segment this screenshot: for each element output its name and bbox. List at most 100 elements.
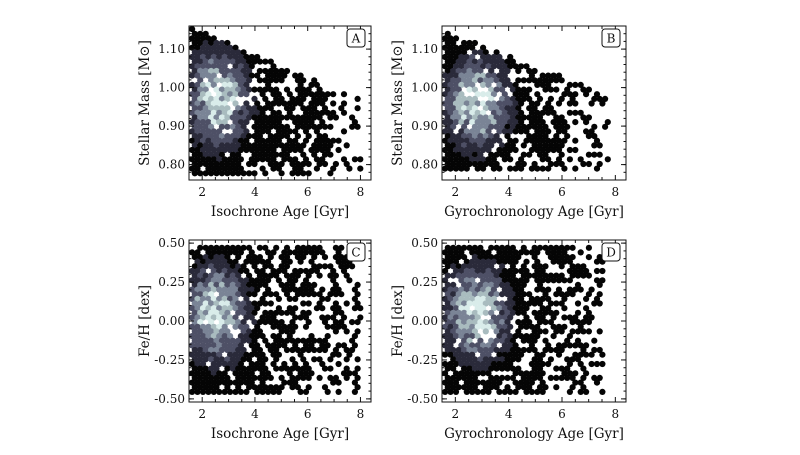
hexbin-cell <box>499 346 506 354</box>
hexbin-cell <box>461 281 468 288</box>
hexbin-cell <box>550 119 557 126</box>
hexbin-cell <box>278 67 285 75</box>
hexbin-cell <box>458 128 465 135</box>
hexbin-cell <box>194 128 201 135</box>
hexbin-cell <box>343 142 350 149</box>
hexbin-cell <box>580 346 587 354</box>
hexbin-cell <box>458 342 465 349</box>
hexbin-cell <box>531 123 538 130</box>
hexbin-cell <box>262 374 269 381</box>
hexbin-cell <box>248 333 255 340</box>
hexbin-cell <box>218 170 225 177</box>
hexbin-cell <box>224 300 231 307</box>
hexbin-cell <box>547 374 555 381</box>
hexbin-cell <box>499 374 506 381</box>
hexbin-cell <box>461 374 468 381</box>
hexbin-cell <box>283 346 291 354</box>
hexbin-cell <box>205 44 212 51</box>
hexbin-cell <box>254 277 261 284</box>
hexbin-cell <box>493 356 500 363</box>
hexbin-cell <box>485 286 492 293</box>
hexbin-cell <box>229 300 236 307</box>
hexbin-cell <box>452 146 460 154</box>
hexbin-cell <box>194 323 201 330</box>
hexbin-cell <box>450 86 457 93</box>
hexbin-cell <box>477 291 484 298</box>
hexbin-cell <box>227 109 234 116</box>
hexbin-cell <box>477 263 484 270</box>
hexbin-cell <box>558 142 565 149</box>
hexbin-cell <box>265 128 272 135</box>
hexbin-cell <box>216 165 223 172</box>
hexbin-cell <box>262 272 269 279</box>
hexbin-cell <box>583 388 590 395</box>
hexbin-cell <box>550 258 557 265</box>
hexbin-cell <box>308 109 315 116</box>
hexbin-cell <box>447 156 454 163</box>
hexbin-cell <box>197 105 204 112</box>
hexbin-cell <box>493 114 500 121</box>
plot-frame <box>441 239 627 403</box>
hexbin-cell <box>194 286 201 293</box>
hexbin-cell <box>488 77 495 84</box>
hexbin-cell <box>256 77 263 84</box>
hexbin-cell <box>504 374 511 381</box>
hexbin-cell <box>477 142 484 149</box>
hexbin-cell <box>194 360 201 368</box>
hexbin-cell <box>273 95 280 102</box>
hexbin-cell <box>539 137 546 144</box>
hexbin-cell <box>507 128 514 135</box>
hexbin-cell <box>218 374 225 381</box>
hexbin-cell <box>205 249 212 256</box>
hexbin-cell <box>566 81 574 88</box>
hexbin-cell <box>208 281 215 288</box>
hexbin-cell <box>518 277 525 284</box>
hexbin-cell <box>210 156 217 163</box>
hexbin-cell <box>528 165 536 172</box>
hexbin-cell <box>275 165 282 172</box>
hexbin-layer <box>189 26 364 177</box>
hexbin-cell <box>518 305 525 312</box>
hexbin-cell <box>313 128 320 135</box>
hexbin-cell <box>321 263 329 270</box>
hexbin-cell <box>444 30 451 37</box>
hexbin-cell <box>444 328 451 335</box>
hexbin-cell <box>566 258 574 265</box>
hexbin-cell <box>485 379 492 386</box>
hexbin-cell <box>444 142 451 149</box>
hexbin-cell <box>232 63 239 70</box>
hexbin-cell <box>461 67 468 75</box>
hexbin-cell <box>455 105 462 112</box>
hexbin-cell <box>488 281 495 288</box>
hexbin-cell <box>477 133 484 140</box>
hexbin-cell <box>488 105 495 112</box>
hexbin-cell <box>256 58 263 65</box>
hexbin-cell <box>452 258 460 265</box>
hexbin-cell <box>267 374 274 381</box>
hexbin-cell <box>545 137 552 144</box>
hexbin-cell <box>237 53 244 61</box>
hexbin-cell <box>218 133 225 140</box>
hexbin-cell <box>300 281 307 288</box>
hexbin-cell <box>240 244 247 251</box>
hexbin-cell <box>232 165 239 172</box>
hexbin-cell <box>216 314 223 321</box>
hexbin-cell <box>332 114 339 121</box>
hexbin-cell <box>523 388 530 395</box>
hexbin-cell <box>349 114 356 121</box>
hexbin-cell <box>526 384 533 391</box>
hexbin-cell <box>194 388 201 395</box>
hexbin-cell <box>444 337 451 344</box>
hexbin-cell <box>286 305 293 312</box>
hexbin-cell <box>471 374 478 381</box>
hexbin-cell <box>246 86 253 93</box>
hexbin-cell <box>490 119 497 126</box>
hexbin-cell <box>474 258 481 265</box>
hexbin-cell <box>480 305 487 312</box>
hexbin-cell <box>480 323 487 330</box>
hexbin-cell <box>596 374 603 381</box>
hexbin-cell <box>507 146 514 154</box>
hexbin-cell <box>194 81 201 88</box>
hexbin-cell <box>289 160 296 168</box>
hexbin-cell <box>246 300 253 307</box>
